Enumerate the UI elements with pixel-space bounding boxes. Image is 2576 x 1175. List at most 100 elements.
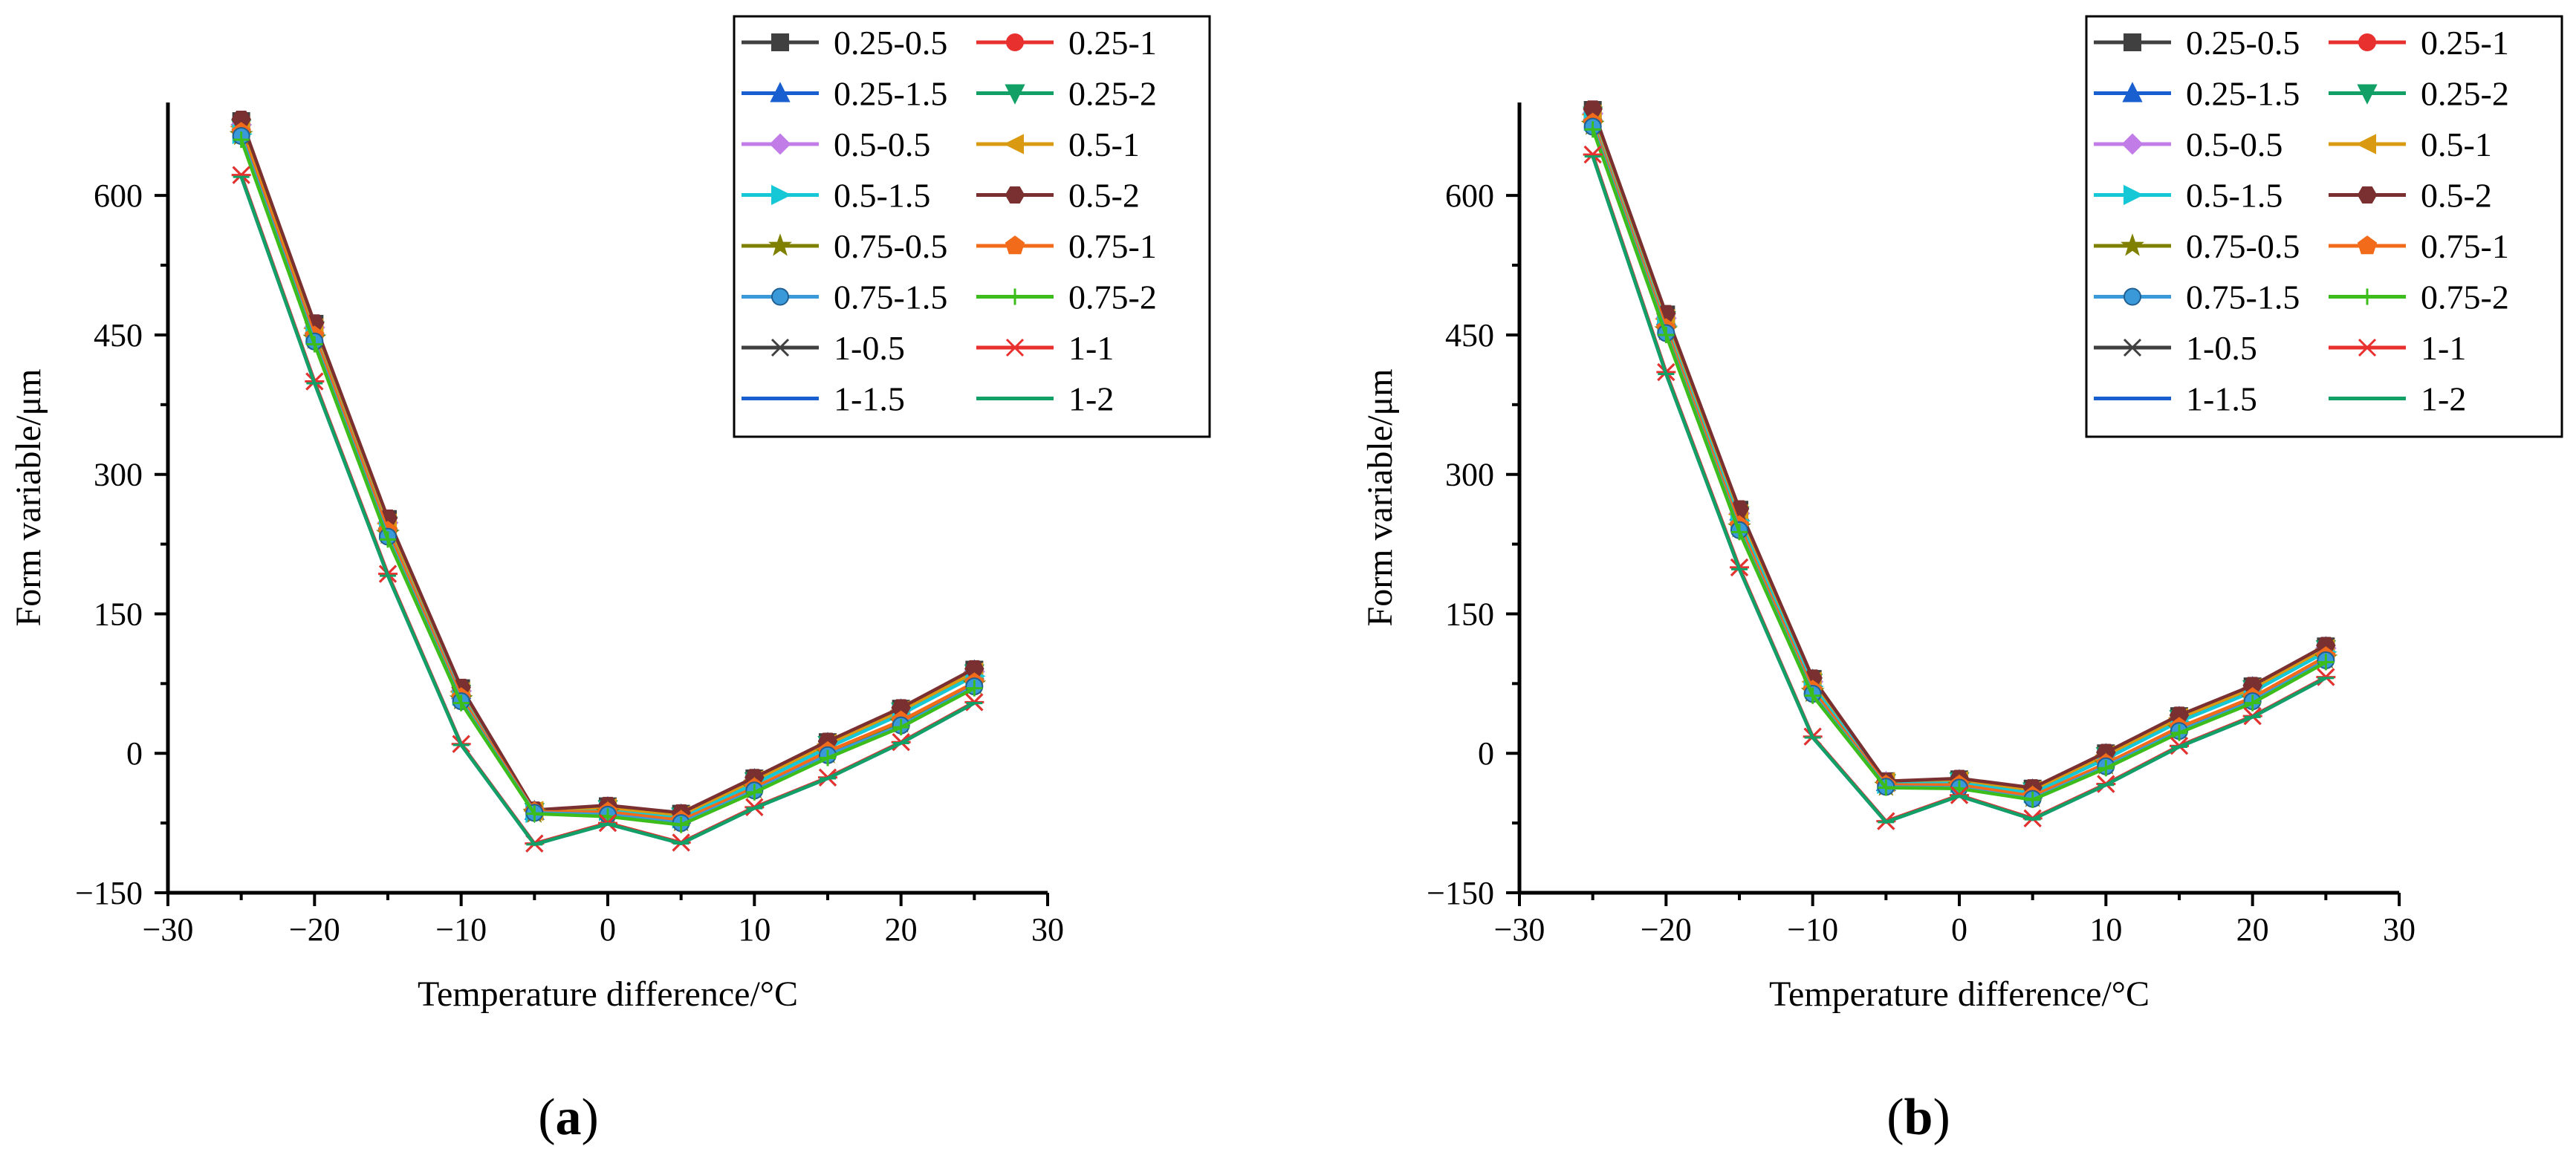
legend-swatch-marker: [1005, 338, 1025, 357]
legend-swatch-marker: [1003, 134, 1024, 154]
data-point: [820, 749, 836, 766]
legend-item: 0.75-0.5: [2094, 227, 2300, 265]
legend-item: 0.75-2: [976, 279, 1157, 316]
legend-item: 1-0.5: [742, 329, 905, 367]
legend-item: 0.5-2: [976, 177, 1140, 215]
legend-swatch-marker: [2358, 33, 2376, 51]
legend-item: 1-1.5: [2094, 380, 2257, 418]
x-tick-label: 20: [885, 911, 918, 948]
legend-label: 1-1.5: [2186, 380, 2257, 418]
legend-swatch-marker: [2357, 84, 2378, 105]
legend-label: 0.5-1: [2421, 126, 2492, 163]
data-point: [233, 131, 250, 149]
legend-item: 0.75-1.5: [742, 279, 947, 316]
legend-swatch-marker: [2359, 288, 2375, 305]
x-tick-label: 30: [2383, 911, 2416, 948]
legend-swatch-marker: [1006, 33, 1024, 51]
y-tick-label: −150: [1427, 875, 1494, 911]
legend-item: 0.5-1.5: [742, 177, 930, 215]
data-point: [966, 680, 983, 697]
legend-label: 1-1: [1068, 329, 1114, 367]
legend-label: 0.5-2: [2421, 177, 2492, 215]
legend-item: 0.25-0.5: [2094, 24, 2300, 62]
legend-label: 0.75-0.5: [834, 227, 947, 265]
legend-swatch-marker: [2355, 134, 2376, 154]
legend: 0.25-0.5 0.25-1 0.25-1.5 0.25-2 0.5-0.5 0.5-1…: [733, 15, 1211, 438]
legend: 0.25-0.5 0.25-1 0.25-1.5 0.25-2 0.5-0.5 0.5-1…: [2085, 15, 2563, 438]
legend-item: 0.25-1: [2329, 24, 2509, 62]
legend-item: 0.25-2: [976, 75, 1157, 113]
legend-label: 0.5-0.5: [2186, 126, 2283, 163]
legend-label: 0.75-1: [2421, 227, 2509, 265]
data-point: [380, 531, 396, 548]
legend-item: 0.25-0.5: [742, 24, 947, 62]
legend-swatch-marker: [1007, 288, 1023, 305]
legend-item: 0.25-1.5: [742, 75, 947, 113]
x-tick-label: −20: [1641, 911, 1692, 948]
data-point: [1804, 687, 1821, 704]
legend-swatch-marker: [2121, 133, 2144, 155]
data-point: [2244, 694, 2261, 712]
legend-item: 0.75-1: [976, 227, 1157, 265]
legend-label: 0.75-1.5: [834, 279, 947, 316]
legend-label: 0.75-1.5: [2186, 279, 2300, 316]
legend-swatch-marker: [2357, 235, 2378, 255]
legend-label: 0.25-1: [1068, 24, 1157, 62]
data-point: [306, 336, 323, 353]
legend-item: 0.5-0.5: [2094, 126, 2283, 163]
legend-label: 1-0.5: [834, 329, 905, 367]
y-tick-label: 600: [94, 178, 143, 214]
legend-label: 0.25-0.5: [2186, 24, 2300, 62]
legend-swatch-marker: [2357, 186, 2378, 204]
legend-label: 0.25-2: [1068, 75, 1157, 113]
x-tick-label: −10: [1787, 911, 1838, 948]
y-tick-label: 0: [126, 735, 143, 772]
x-tick-label: 0: [600, 911, 616, 948]
panel-a-caption: (a): [538, 1089, 599, 1146]
legend-label: 0.25-1: [2421, 24, 2509, 62]
series-1-2: [1584, 155, 2335, 824]
legend-swatch-marker: [768, 233, 792, 256]
y-tick-label: −150: [75, 875, 143, 911]
data-point: [1658, 326, 1675, 343]
data-point: [231, 166, 251, 184]
legend-label: 1-2: [1068, 380, 1114, 418]
legend-item: 1-2: [976, 380, 1114, 418]
legend-swatch-marker: [771, 287, 789, 306]
legend-label: 0.5-2: [1068, 177, 1140, 215]
series-0.75-2: [1584, 121, 2335, 808]
legend-item: 0.75-2: [2329, 279, 2509, 316]
data-point: [2317, 654, 2335, 671]
y-tick-label: 300: [94, 457, 143, 493]
x-tick-label: 30: [1031, 911, 1064, 948]
data-point: [2024, 791, 2041, 808]
x-tick-label: −30: [1494, 911, 1545, 948]
legend-label: 0.5-0.5: [834, 126, 930, 163]
chart-panel-b: −150 0 150 300 450 600 −30 −20 −10 0 10 20 30 Tempera…: [1360, 15, 2563, 1014]
legend-item: 0.75-1.5: [2094, 279, 2300, 316]
legend-item: 0.25-1.5: [2094, 75, 2300, 113]
legend-label: 1-2: [2421, 380, 2466, 418]
data-point: [2098, 760, 2115, 777]
y-tick-label: 450: [94, 317, 143, 354]
series-0.75-2: [233, 131, 983, 833]
data-point: [452, 694, 470, 712]
legend-item: 1-1: [976, 329, 1114, 367]
data-point: [1583, 146, 1603, 164]
legend-label: 0.5-1: [1068, 126, 1140, 163]
x-tick-label: −30: [143, 911, 194, 948]
data-point: [1878, 779, 1895, 796]
y-axis-label: Form variable/μm: [9, 369, 48, 627]
legend-swatch-marker: [2122, 82, 2143, 102]
legend-label: 0.75-0.5: [2186, 227, 2300, 265]
legend-item: 1-1.5: [742, 380, 905, 418]
legend-swatch-marker: [2124, 184, 2144, 206]
series-1-2: [233, 175, 983, 847]
y-tick-label: 150: [1445, 596, 1494, 632]
y-axis-label: Form variable/μm: [1360, 369, 1400, 627]
legend-label: 0.75-2: [2421, 279, 2509, 316]
x-axis-label: Temperature difference/°C: [418, 974, 798, 1014]
data-point: [526, 805, 543, 822]
y-tick-label: 450: [1445, 317, 1494, 354]
